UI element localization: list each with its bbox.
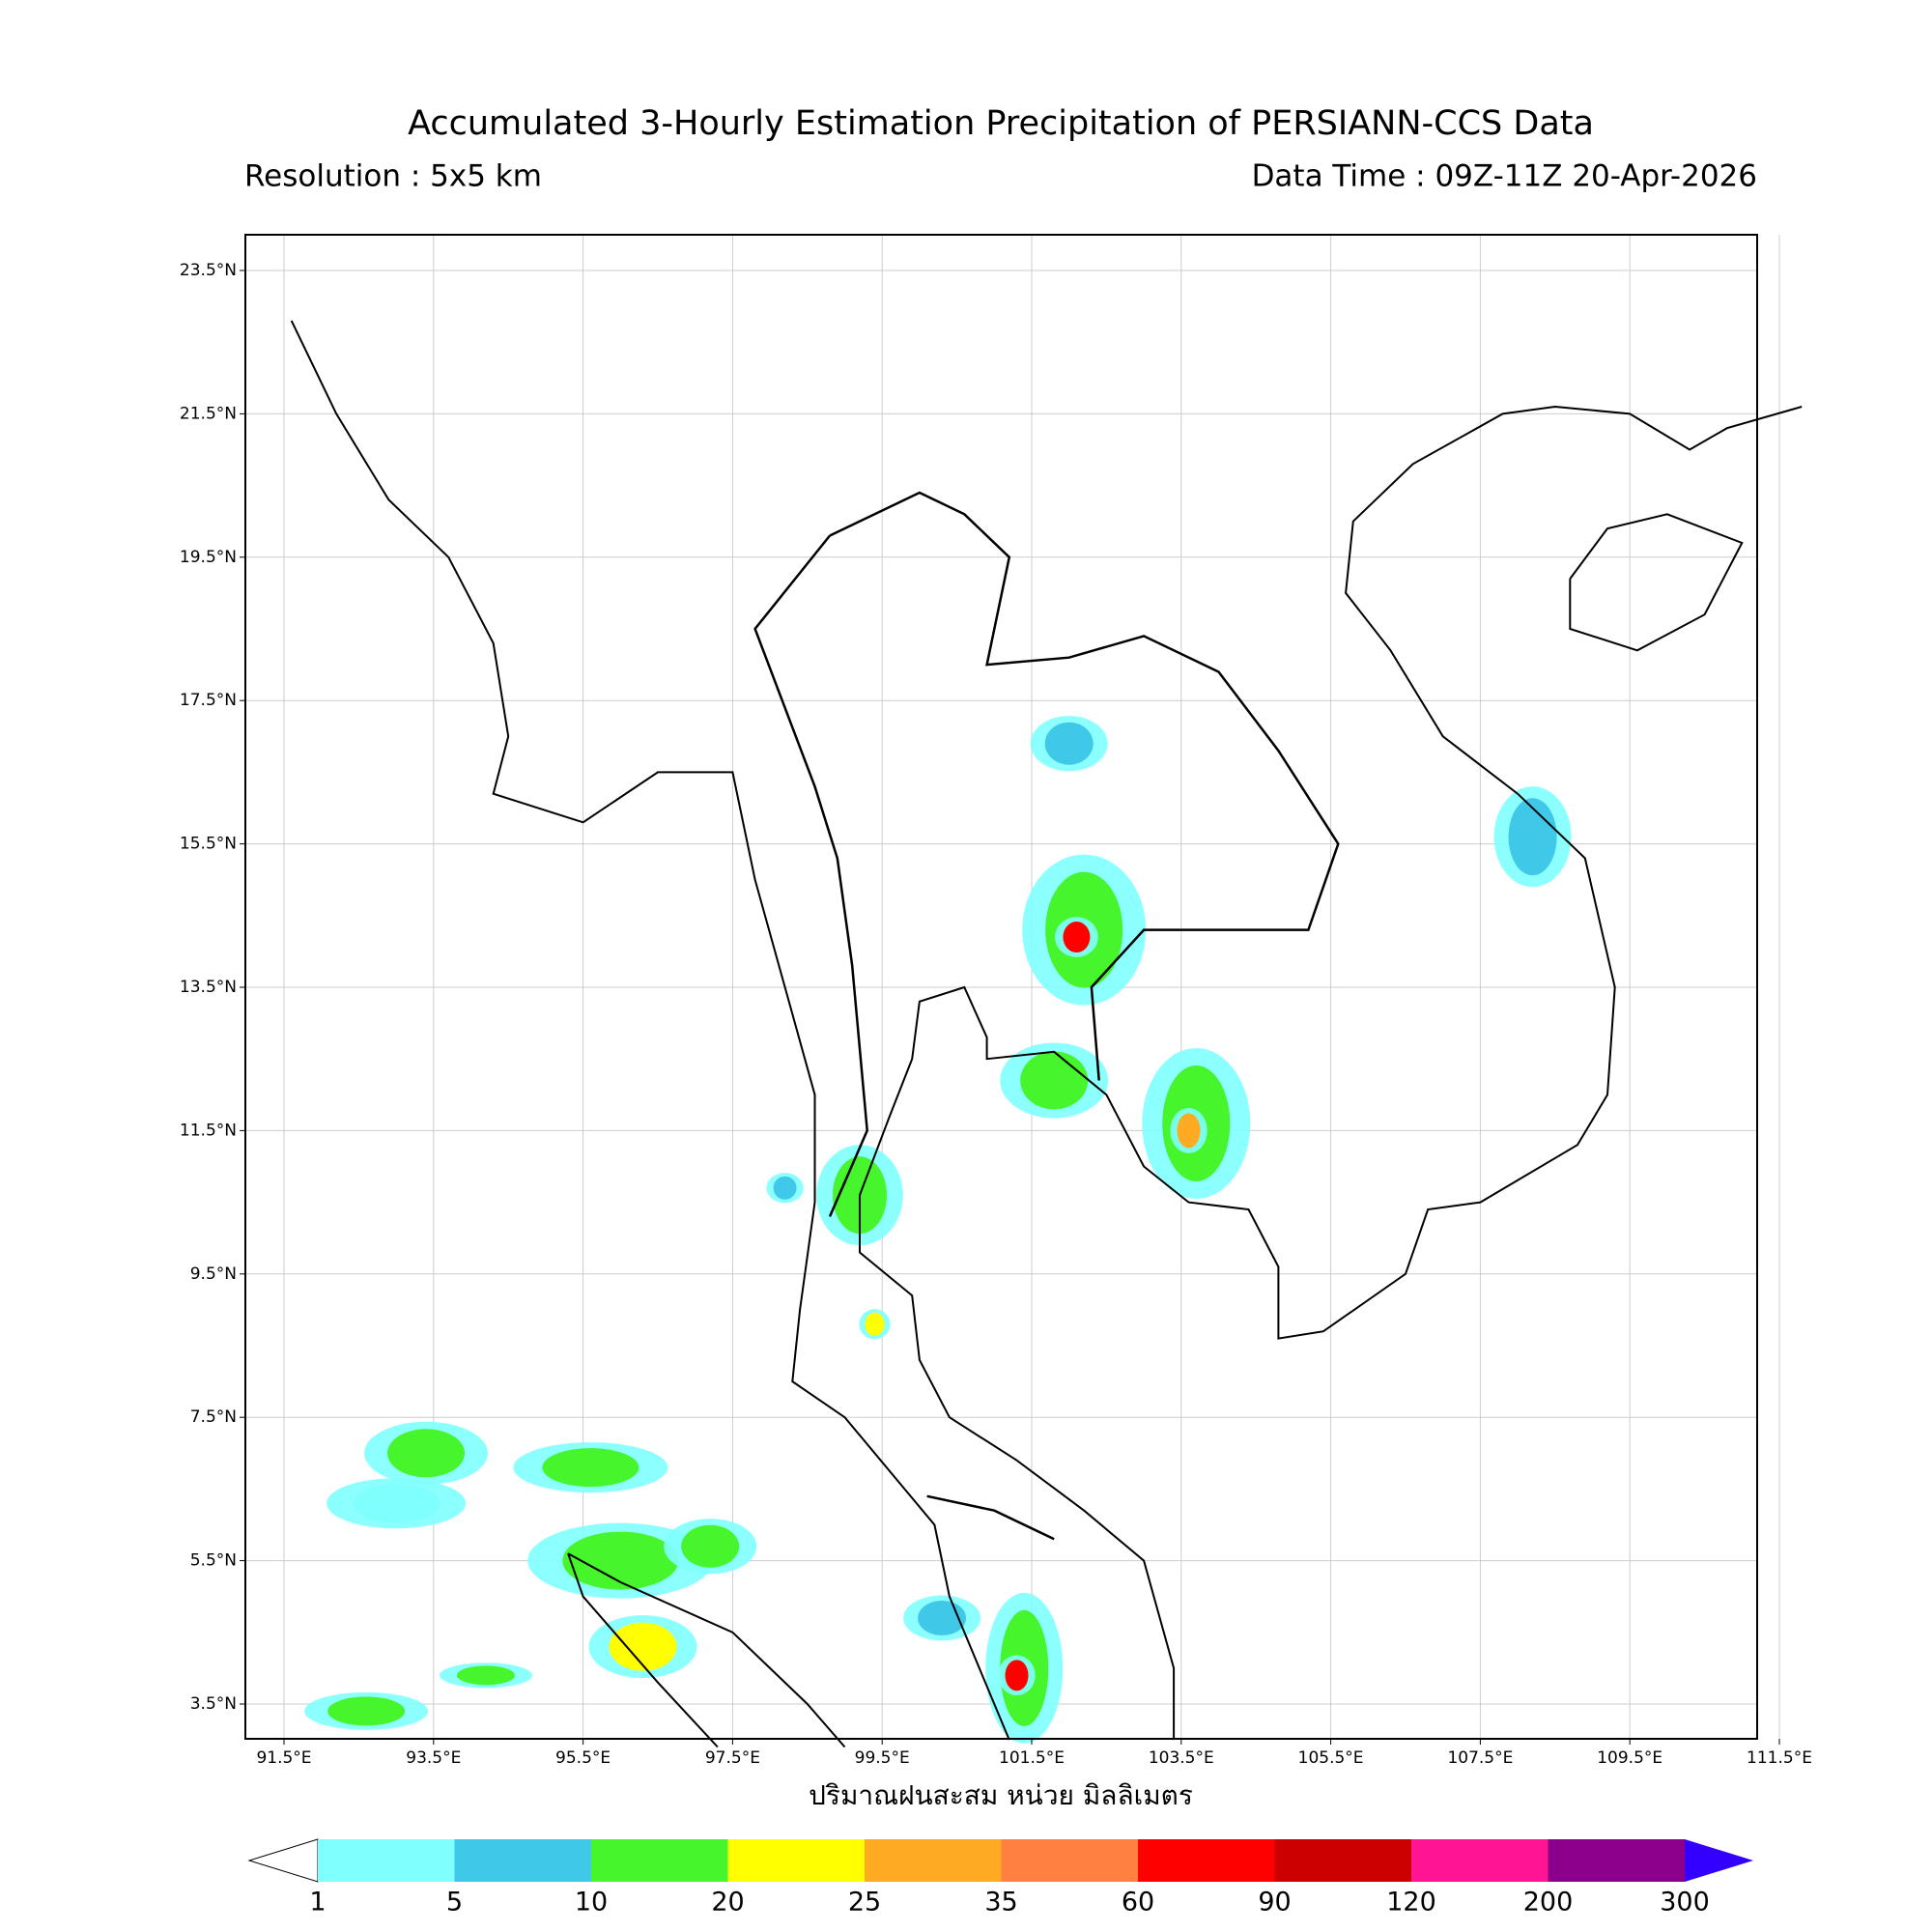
- colorbar-box: [318, 1839, 455, 1882]
- lon-tick-label: 97.5°E: [705, 1748, 760, 1768]
- lon-tick-label: 103.5°E: [1149, 1748, 1214, 1768]
- colorbar-box: [1548, 1839, 1685, 1882]
- coastlines: [290, 320, 1803, 1748]
- lat-tick-label: 13.5°N: [180, 978, 237, 997]
- border: [829, 491, 1340, 1081]
- coastline: [567, 1552, 719, 1748]
- lon-tick-label: 95.5°E: [555, 1748, 611, 1768]
- lat-tick-label: 11.5°N: [180, 1121, 237, 1140]
- rain-area: [609, 1622, 677, 1671]
- colorbar-box: [454, 1839, 591, 1882]
- rain-area: [387, 1429, 466, 1478]
- resolution: Resolution : 5x5 km: [244, 159, 542, 194]
- colorbar-label: 25: [848, 1888, 881, 1918]
- colorbar-under: [247, 1838, 319, 1883]
- rain-area: [1044, 722, 1094, 765]
- title: Accumulated 3-Hourly Estimation Precipit…: [408, 104, 1594, 143]
- colorbar-box: [1001, 1839, 1138, 1882]
- lat-tick-label: 5.5°N: [190, 1551, 237, 1571]
- rain-area: [1063, 922, 1091, 953]
- coastline: [1569, 513, 1744, 652]
- coastline: [567, 1552, 846, 1748]
- grid: [245, 235, 1780, 1739]
- lon-tick-label: 111.5°E: [1747, 1748, 1812, 1768]
- lon-tick-label: 93.5°E: [406, 1748, 461, 1768]
- colorbar-label: 5: [446, 1888, 463, 1918]
- colorbar-over: [1685, 1839, 1753, 1882]
- colorbar-label: 1: [309, 1888, 326, 1918]
- lon-tick-label: 109.5°E: [1597, 1748, 1662, 1768]
- colorbar-label: 60: [1122, 1888, 1154, 1918]
- coastline: [859, 405, 1803, 1741]
- lon-tick-label: 101.5°E: [999, 1748, 1065, 1768]
- rain-area: [865, 1312, 885, 1336]
- lat-tick-label: 7.5°N: [190, 1407, 237, 1427]
- rain-area: [327, 1696, 406, 1726]
- lon-tick-label: 99.5°E: [855, 1748, 910, 1768]
- colorbar-label: 200: [1523, 1888, 1574, 1918]
- rain-area: [353, 1484, 440, 1523]
- rain-area: [1177, 1113, 1201, 1149]
- colorbar-box: [591, 1839, 728, 1882]
- rain-area: [562, 1531, 679, 1590]
- colorbar-label: 35: [984, 1888, 1017, 1918]
- coastline: [290, 320, 1010, 1741]
- colorbar-box: [727, 1839, 865, 1882]
- lat-tick-label: 9.5°N: [190, 1264, 237, 1284]
- data-time: Data Time : 09Z-11Z 20-Apr-2026: [1252, 159, 1757, 194]
- lat-tick-label: 15.5°N: [180, 835, 237, 854]
- colorbar-label: 90: [1258, 1888, 1291, 1918]
- rain-area: [681, 1524, 740, 1568]
- rain-area: [1020, 1051, 1089, 1110]
- rain-area: [773, 1176, 797, 1200]
- rain-area: [542, 1448, 639, 1488]
- colorbar-label: 300: [1660, 1888, 1710, 1918]
- border: [926, 1494, 1055, 1541]
- x-label: ปริมาณฝนสะสม หน่วย มิลลิเมตร: [809, 1779, 1193, 1811]
- lon-tick-label: 91.5°E: [256, 1748, 311, 1768]
- colorbar-box: [865, 1839, 1002, 1882]
- rain-area: [456, 1665, 515, 1686]
- colorbar-label: 20: [711, 1888, 744, 1918]
- colorbar: 1 5 10 20 25 35 60 90 120 200 300: [247, 1838, 1753, 1918]
- colorbar-box: [1274, 1839, 1411, 1882]
- colorbar-box: [1138, 1839, 1275, 1882]
- lat-tick-label: 19.5°N: [180, 548, 237, 567]
- colorbar-label: 10: [575, 1888, 608, 1918]
- rain-area: [1005, 1660, 1029, 1691]
- lat-tick-label: 17.5°N: [180, 691, 237, 710]
- lat-tick-label: 23.5°N: [180, 261, 237, 280]
- colorbar-box: [1411, 1839, 1548, 1882]
- precipitation: [304, 716, 1572, 1744]
- ticks: 91.5°E 93.5°E 95.5°E 97.5°E 99.5°E 101.5°E 103…: [180, 261, 1812, 1768]
- colorbar-label: 120: [1386, 1888, 1436, 1918]
- lon-tick-label: 107.5°E: [1447, 1748, 1513, 1768]
- lat-tick-label: 3.5°N: [190, 1694, 237, 1714]
- rain-area: [1508, 798, 1557, 876]
- lat-tick-label: 21.5°N: [180, 404, 237, 423]
- border: [753, 534, 868, 1217]
- lon-tick-label: 105.5°E: [1298, 1748, 1364, 1768]
